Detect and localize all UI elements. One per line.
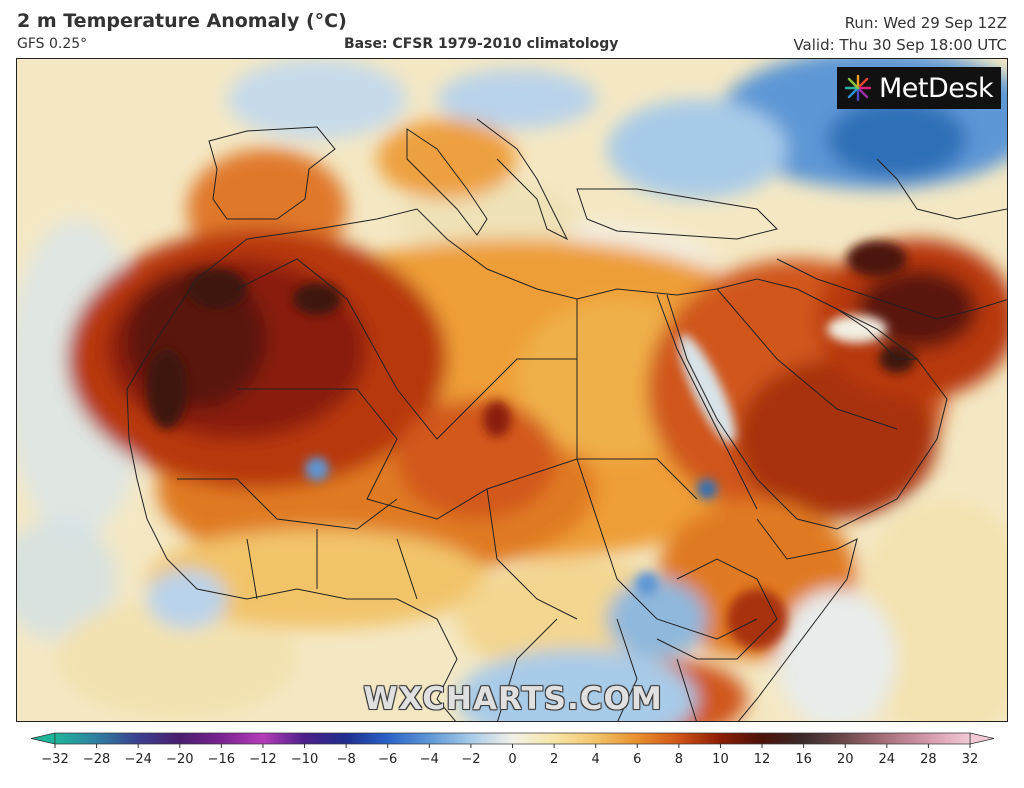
colorbar-tick-label: −32 bbox=[41, 752, 68, 767]
colorbar-right-arrow bbox=[969, 732, 995, 745]
colorbar-gradient bbox=[54, 732, 971, 745]
wxcharts-watermark: WXCHARTS.COM bbox=[363, 681, 663, 717]
colorbar-tick-label: −24 bbox=[124, 752, 151, 767]
color-scale-bar: −32 −28 −24 −20 −16 −12 −10 −8 −6 −4 −2 0 2 4 6 8 10 12 16… bbox=[30, 732, 995, 767]
temperature-anomaly-map: MetDesk WXCHARTS.COM bbox=[16, 58, 1008, 722]
color-scale-legend: −32 −28 −24 −20 −16 −12 −10 −8 −6 −4 −2 0 2 4 6 8 10 12 16… bbox=[0, 728, 1024, 784]
anomaly-detail bbox=[147, 241, 915, 649]
colorbar-tick-label: 32 bbox=[962, 752, 979, 767]
metdesk-logo: MetDesk bbox=[837, 67, 1001, 109]
colorbar-tick-label: 6 bbox=[633, 752, 641, 767]
map-title: 2 m Temperature Anomaly (°C) bbox=[17, 10, 347, 32]
colorbar-tick-label: 0 bbox=[508, 752, 516, 767]
colorbar-tick-label: −10 bbox=[291, 752, 318, 767]
colorbar-tick-label: −28 bbox=[83, 752, 110, 767]
colorbar-tick-label: 24 bbox=[879, 752, 896, 767]
metdesk-starburst-icon bbox=[844, 74, 872, 102]
colorbar-tick-label: 16 bbox=[795, 752, 812, 767]
colorbar-tick-label: 12 bbox=[754, 752, 771, 767]
metdesk-logo-text: MetDesk bbox=[879, 72, 994, 104]
colorbar-tick-label: 8 bbox=[675, 752, 683, 767]
colorbar-tick-label: 28 bbox=[920, 752, 937, 767]
borders bbox=[126, 118, 1007, 721]
colorbar-tick-label: 10 bbox=[712, 752, 729, 767]
map-header: 2 m Temperature Anomaly (°C) GFS 0.25° B… bbox=[0, 0, 1024, 58]
colorbar-tick-label: 2 bbox=[550, 752, 558, 767]
colorbar-tick-label: −20 bbox=[166, 752, 193, 767]
colorbar-tick-label: −8 bbox=[337, 752, 356, 767]
colorbar-left-arrow bbox=[30, 732, 56, 745]
colorbar-tick-label: −16 bbox=[208, 752, 235, 767]
colorbar-tick-label: −6 bbox=[378, 752, 397, 767]
colorbar-tick-label: 20 bbox=[837, 752, 854, 767]
colorbar-tick-label: 4 bbox=[592, 752, 600, 767]
valid-time-label: Valid: Thu 30 Sep 18:00 UTC bbox=[793, 36, 1007, 54]
colorbar-tick-label: −4 bbox=[420, 752, 439, 767]
colorbar-tick-label: −12 bbox=[249, 752, 276, 767]
map-canvas bbox=[17, 59, 1007, 721]
model-label: GFS 0.25° bbox=[17, 36, 88, 52]
run-time-label: Run: Wed 29 Sep 12Z bbox=[844, 14, 1007, 32]
colorbar-tick-label: −2 bbox=[461, 752, 480, 767]
climatology-base-label: Base: CFSR 1979-2010 climatology bbox=[344, 36, 619, 52]
